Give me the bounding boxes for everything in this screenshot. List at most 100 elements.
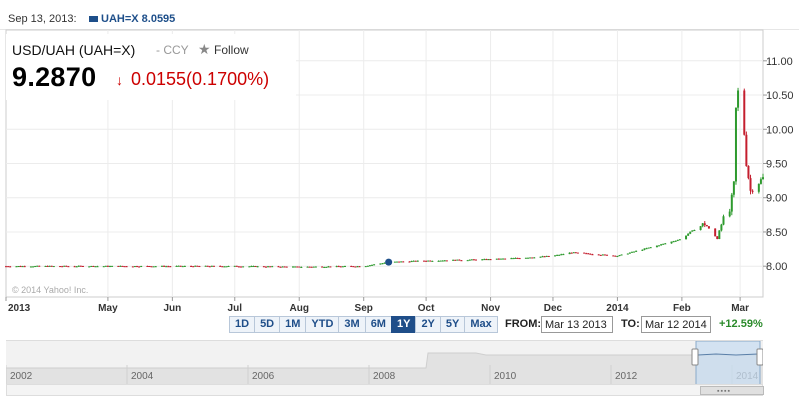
candle-body — [545, 255, 548, 257]
candle-body — [206, 265, 209, 267]
scrollbar-thumb[interactable] — [700, 386, 764, 395]
candle-body — [751, 190, 754, 192]
candle-body — [242, 266, 245, 268]
candle-body — [283, 266, 286, 268]
from-date-input[interactable] — [541, 316, 613, 333]
candle-body — [46, 265, 49, 267]
candle-body — [90, 265, 93, 267]
candle-body — [198, 266, 201, 268]
range-button-2y[interactable]: 2Y — [415, 316, 441, 333]
candle-body — [587, 253, 590, 255]
candle-body — [762, 177, 764, 180]
range-button-6m[interactable]: 6M — [364, 316, 392, 333]
candle-body — [29, 266, 32, 268]
candle-body — [341, 266, 344, 268]
price-chart[interactable]: 2013 May Jun Jul Aug Sep Oct Nov Dec 2014 Feb Mar 8.… — [0, 0, 799, 340]
candle-body — [221, 266, 224, 268]
candle-body — [192, 266, 195, 268]
x-tick-label: May — [98, 303, 118, 314]
candle-body — [337, 266, 340, 268]
candle-body — [73, 266, 76, 268]
candle-body — [34, 266, 37, 268]
candle-body — [737, 90, 740, 108]
to-label: TO: — [621, 318, 640, 330]
candle-body — [408, 261, 411, 263]
x-tick-label: Sep — [355, 303, 373, 314]
y-tick-label: 10.50 — [766, 90, 794, 102]
range-button-max[interactable]: Max — [464, 316, 498, 333]
candle-body — [379, 263, 382, 265]
candle-body — [356, 266, 359, 268]
candle-body — [140, 265, 143, 267]
navigator-left-handle[interactable] — [691, 348, 699, 366]
candle-body — [504, 258, 507, 260]
candle-body — [749, 178, 752, 191]
candle-body — [79, 265, 82, 267]
quote-panel: USD/UAH (UAH=X) - CCY ★ Follow 9.2870 ↓ … — [6, 34, 296, 100]
candle-body — [138, 266, 141, 268]
candle-body — [325, 266, 328, 268]
star-icon[interactable]: ★ — [198, 41, 211, 57]
candle-body — [568, 252, 571, 255]
candle-body — [759, 179, 762, 184]
navigator-selection[interactable] — [695, 340, 761, 386]
candle-body — [94, 266, 97, 268]
price-change: 0.0155(0.1700%) — [131, 69, 270, 89]
candle-body — [123, 266, 126, 268]
candle-body — [300, 266, 303, 268]
candle-body — [510, 258, 513, 260]
range-button-1y[interactable]: 1Y — [390, 316, 417, 333]
candle-body — [371, 264, 374, 266]
candle-body — [7, 266, 10, 268]
candle-body — [728, 211, 731, 217]
candle-body — [630, 251, 633, 253]
candle-body — [452, 259, 455, 261]
candle-body — [298, 266, 301, 268]
candle-body — [539, 256, 542, 258]
candle-body — [512, 258, 515, 260]
range-button-1d[interactable]: 1D — [229, 316, 256, 333]
candle-body — [658, 245, 661, 247]
candle-body — [323, 267, 326, 269]
legend-label: UAH=X 8.0595 — [101, 13, 176, 25]
navigator-right-handle[interactable] — [756, 348, 764, 366]
candle-body — [554, 255, 557, 257]
candle-body — [210, 265, 213, 267]
candle-body — [437, 260, 440, 262]
candle-body — [734, 107, 737, 182]
candle-body — [524, 257, 527, 259]
range-button-1m[interactable]: 1M — [279, 316, 307, 333]
range-button-3m[interactable]: 3M — [338, 316, 366, 333]
candle-body — [252, 266, 255, 268]
candle-body — [606, 254, 609, 256]
candle-body — [745, 134, 748, 166]
y-tick-label: 8.50 — [766, 227, 787, 239]
range-button-5d[interactable]: 5D — [254, 316, 281, 333]
range-button-5y[interactable]: 5Y — [439, 316, 466, 333]
navigator-year-label: 2004 — [131, 371, 154, 382]
candle-body — [730, 194, 733, 212]
to-date-input[interactable] — [641, 316, 711, 333]
follow-button[interactable]: Follow — [214, 43, 249, 57]
navigator-year-label: 2002 — [10, 371, 33, 382]
candle-body — [674, 240, 677, 242]
candle-body — [472, 259, 475, 261]
candle-body — [414, 260, 417, 262]
candle-body — [441, 260, 444, 262]
navigator-chart[interactable]: 2002200420062008201020122014 — [5, 340, 764, 386]
candle-body — [701, 223, 704, 227]
candle-body — [111, 265, 114, 267]
candle-body — [716, 236, 719, 240]
candle-body — [5, 266, 7, 268]
candle-body — [558, 254, 561, 256]
candle-body — [179, 265, 182, 267]
candle-body — [366, 265, 369, 267]
scrollbar[interactable]: ▪▪▪▪ — [6, 384, 764, 396]
navigator-panel[interactable]: 2002200420062008201020122014 — [5, 340, 764, 386]
candle-body — [36, 265, 39, 267]
candle-body — [131, 266, 134, 268]
range-button-ytd[interactable]: YTD — [305, 316, 340, 333]
candle-body — [352, 266, 355, 268]
candle-body — [757, 183, 760, 192]
instrument-type: - CCY — [156, 43, 189, 57]
